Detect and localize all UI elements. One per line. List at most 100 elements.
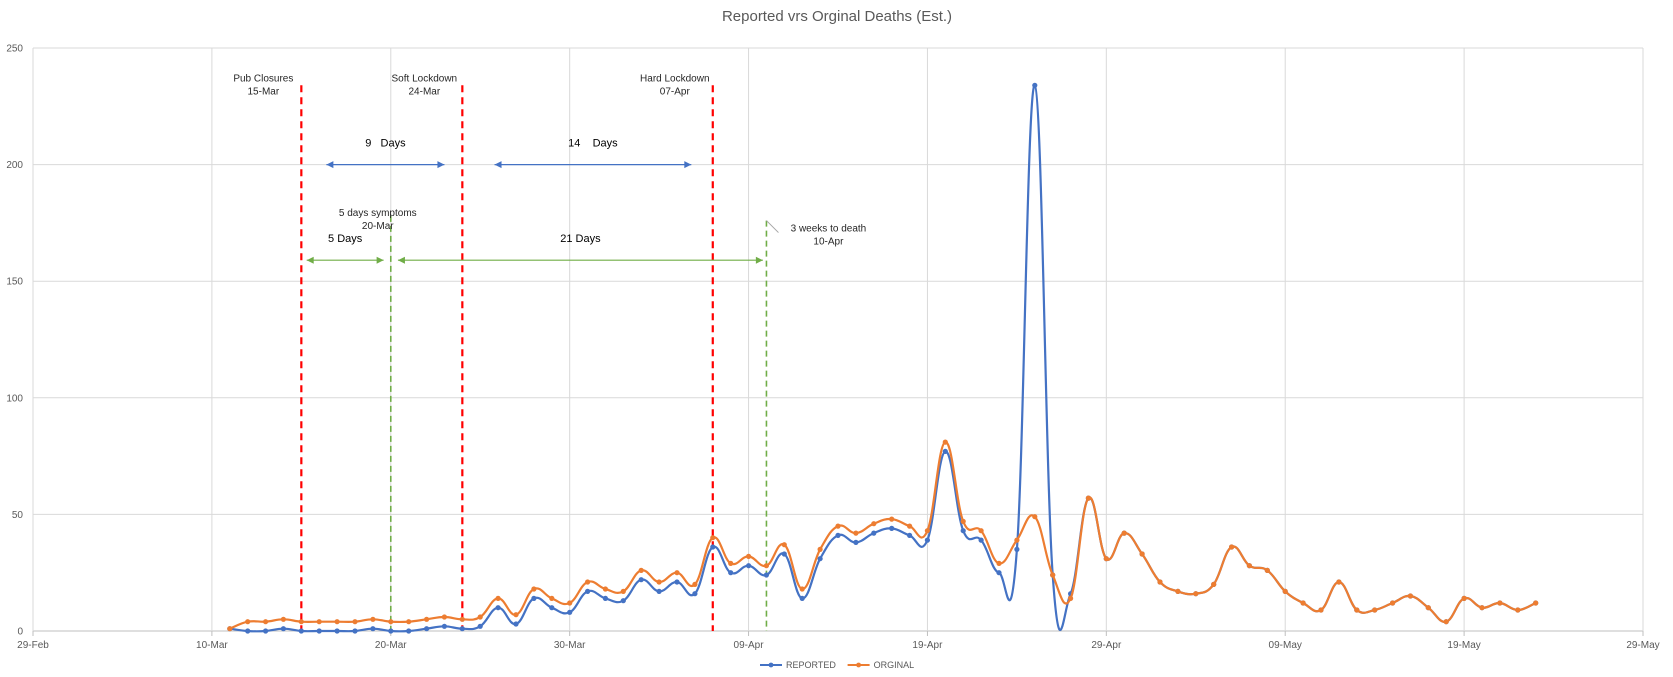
data-point <box>1139 551 1145 557</box>
span-label: 9 Days <box>365 138 406 150</box>
data-point <box>1354 607 1360 613</box>
data-point <box>263 619 269 625</box>
y-tick-label: 150 <box>6 277 23 288</box>
data-point <box>1407 593 1413 599</box>
data-point <box>1425 605 1431 611</box>
legend: REPORTED ORGINAL <box>760 660 914 670</box>
data-point <box>1103 556 1109 562</box>
legend-marker <box>768 662 774 668</box>
event-label: 3 weeks to death <box>791 224 867 235</box>
data-point <box>924 528 931 534</box>
x-tick-label: 09-May <box>1269 640 1302 651</box>
data-point <box>638 577 644 583</box>
event-date-label: 10-Apr <box>813 237 844 248</box>
data-point <box>1050 572 1056 578</box>
legend-label: ORGINAL <box>874 660 915 670</box>
data-point <box>996 570 1002 576</box>
data-point <box>495 595 501 602</box>
event-date-label: 20-Mar <box>362 221 394 232</box>
data-point <box>316 619 322 625</box>
data-point <box>567 600 573 606</box>
data-point <box>907 532 913 539</box>
data-point <box>656 588 662 595</box>
arrow-head-left <box>494 161 502 169</box>
data-point <box>1121 530 1127 536</box>
data-point <box>1282 588 1288 595</box>
data-point <box>942 439 948 445</box>
series-reported <box>227 82 1539 634</box>
data-point <box>245 628 251 634</box>
data-point <box>960 518 966 525</box>
x-tick-label: 29-Feb <box>17 640 49 651</box>
data-point <box>1014 546 1020 553</box>
data-point <box>942 448 948 454</box>
data-point <box>441 614 447 620</box>
data-point <box>710 544 716 550</box>
x-axis-ticks: 29-Feb 10-Mar 20-Mar 30-Mar 09-Apr 19-Apr 29-A… <box>17 640 1660 651</box>
data-point <box>692 591 698 597</box>
arrow-head-left <box>397 256 405 264</box>
data-point <box>316 628 322 634</box>
data-point <box>978 537 984 543</box>
y-tick-label: 200 <box>6 160 23 171</box>
data-point <box>1497 600 1503 606</box>
data-point <box>567 609 573 615</box>
data-point <box>370 616 376 622</box>
data-point <box>1533 600 1539 606</box>
data-point <box>746 563 752 569</box>
span-annotations: 9 Days 14 Days 5 Days 21 Days <box>306 138 763 264</box>
arrow-head-right <box>755 256 763 264</box>
span-label: 5 Days <box>328 233 363 245</box>
data-point <box>924 537 931 543</box>
event-label: Pub Closures <box>233 73 293 84</box>
span-label: 21 Days <box>560 233 601 245</box>
data-point <box>352 619 358 625</box>
data-point <box>1264 567 1270 574</box>
data-point <box>817 546 823 553</box>
data-point <box>406 619 412 625</box>
data-point <box>1085 495 1091 501</box>
data-point <box>263 628 269 634</box>
series-line <box>229 84 1537 633</box>
data-point <box>692 581 698 588</box>
x-tick-label: 20-Mar <box>375 640 407 651</box>
data-point <box>710 535 716 541</box>
x-tick-label: 29-Apr <box>1091 640 1122 651</box>
data-point <box>996 560 1002 567</box>
event-label: 5 days symptoms <box>339 208 417 219</box>
data-point <box>799 595 805 602</box>
arrow-head-left <box>326 161 334 169</box>
data-point <box>1032 82 1038 88</box>
data-point <box>513 621 519 627</box>
data-point <box>441 623 447 629</box>
data-point <box>638 567 644 574</box>
data-point <box>835 532 841 539</box>
data-point <box>334 628 340 634</box>
data-point <box>1175 588 1181 595</box>
y-tick-label: 100 <box>6 393 23 404</box>
span-label: 14 Days <box>568 138 618 150</box>
data-point <box>245 619 251 625</box>
data-point <box>549 595 555 602</box>
data-point <box>459 626 465 632</box>
arrow-head-right <box>437 161 445 169</box>
data-point <box>531 586 537 592</box>
data-point <box>406 628 412 634</box>
data-point <box>495 605 501 611</box>
event-date-label: 15-Mar <box>247 86 279 97</box>
data-point <box>853 530 859 536</box>
data-point <box>763 563 770 569</box>
chart-title: Reported vrs Orginal Deaths (Est.) <box>722 8 952 25</box>
y-axis-ticks: 0 50 100 150 200 250 <box>6 44 23 638</box>
data-point <box>602 595 609 602</box>
legend-marker <box>856 662 861 668</box>
arrow-head-left <box>306 256 314 264</box>
x-tick-label: 30-Mar <box>554 640 586 651</box>
data-point <box>424 626 430 632</box>
y-tick-label: 250 <box>6 44 23 55</box>
data-point <box>1336 579 1342 585</box>
data-point <box>781 551 787 557</box>
data-point <box>763 572 770 578</box>
